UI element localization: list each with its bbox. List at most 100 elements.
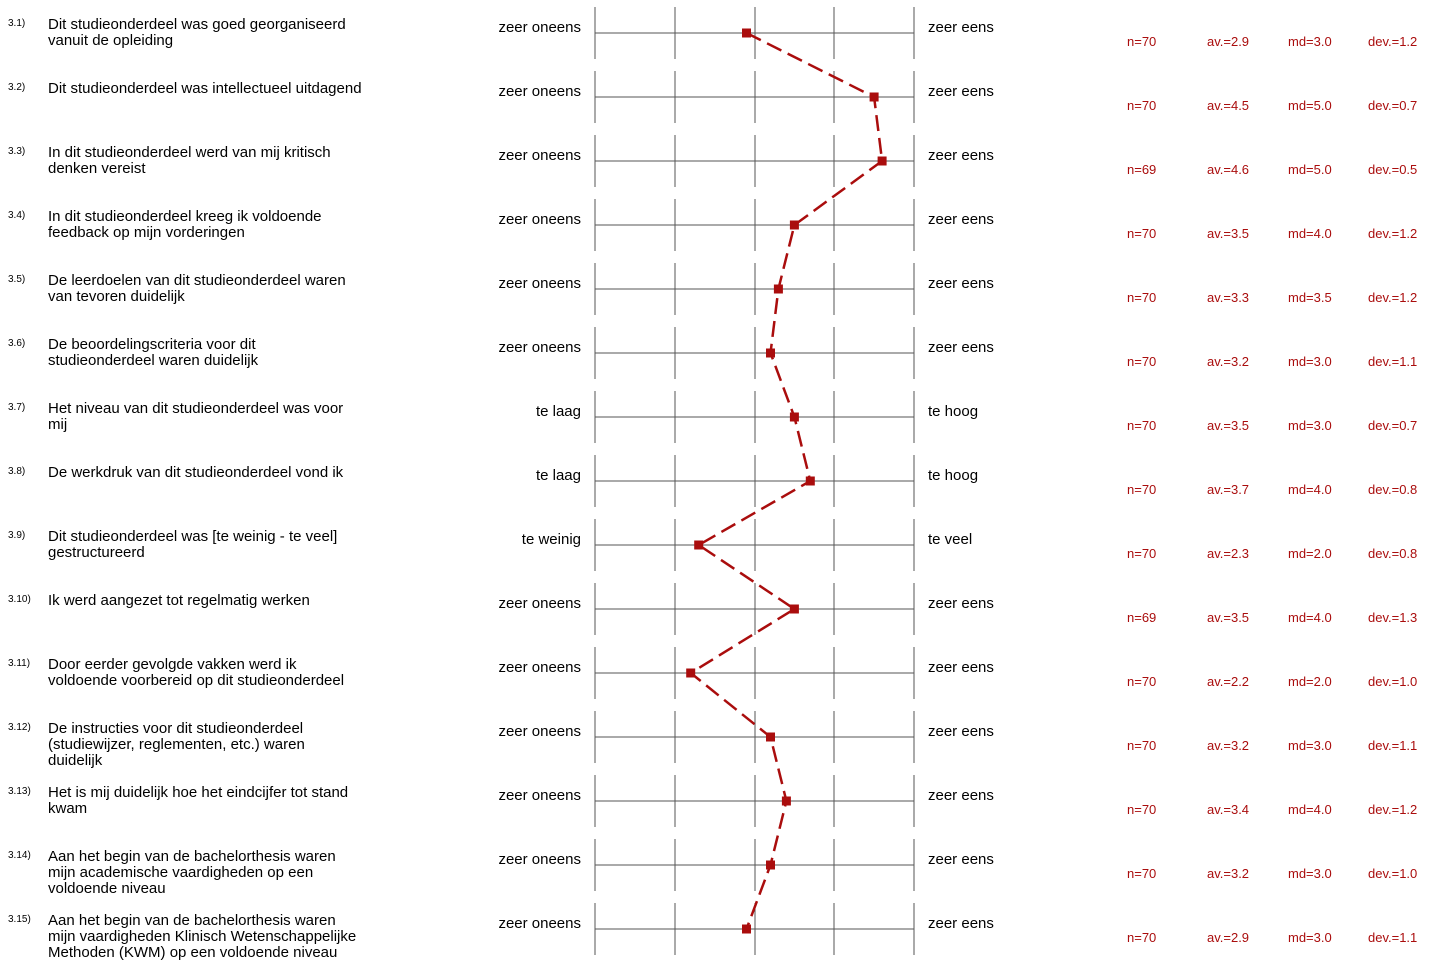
- question-text: De instructies voor dit studieonderdeel: [48, 720, 303, 737]
- left-pole-label: te weinig: [522, 531, 581, 548]
- question-text: studieonderdeel waren duidelijk: [48, 352, 259, 369]
- stat-median: md=3.5: [1288, 290, 1332, 305]
- question-text: Door eerder gevolgde vakken werd ik: [48, 656, 297, 673]
- right-pole-label: te hoog: [928, 467, 978, 484]
- data-point: [766, 348, 775, 358]
- question-text: Methoden (KWM) op een voldoende niveau: [48, 944, 337, 961]
- question-text: van tevoren duidelijk: [48, 288, 185, 305]
- right-pole-label: zeer eens: [928, 83, 994, 100]
- data-point: [789, 604, 799, 614]
- right-pole-label: te veel: [928, 531, 972, 548]
- data-point: [869, 92, 879, 102]
- stat-n: n=70: [1127, 34, 1156, 49]
- question-text: (studiewijzer, reglementen, etc.) waren: [48, 736, 305, 753]
- question-text: mij: [48, 416, 67, 433]
- stat-deviation: dev.=1.2: [1368, 226, 1417, 241]
- left-pole-label: zeer oneens: [498, 19, 581, 36]
- question-text: mijn academische vaardigheden op een: [48, 864, 313, 881]
- right-pole-label: zeer eens: [928, 851, 994, 868]
- item-number: 3.5): [8, 274, 25, 285]
- stat-average: av.=3.2: [1207, 354, 1249, 369]
- stat-n: n=70: [1127, 546, 1156, 561]
- question-text: denken vereist: [48, 160, 146, 177]
- stat-average: av.=3.4: [1207, 802, 1249, 817]
- data-point: [789, 220, 799, 230]
- right-pole-label: zeer eens: [928, 787, 994, 804]
- data-point: [789, 412, 799, 422]
- data-point: [766, 860, 775, 870]
- question-text: Aan het begin van de bachelorthesis ware…: [48, 912, 336, 929]
- question-text: kwam: [48, 800, 87, 817]
- question-text: feedback op mijn vorderingen: [48, 224, 245, 241]
- item-number: 3.1): [8, 18, 25, 29]
- stat-median: md=4.0: [1288, 482, 1332, 497]
- stat-median: md=5.0: [1288, 98, 1332, 113]
- stat-median: md=3.0: [1288, 738, 1332, 753]
- data-point: [781, 796, 791, 806]
- stat-median: md=3.0: [1288, 866, 1332, 881]
- data-point: [742, 28, 751, 38]
- question-text: Ik werd aangezet tot regelmatig werken: [48, 592, 310, 609]
- stat-average: av.=3.2: [1207, 866, 1249, 881]
- stat-deviation: dev.=1.1: [1368, 354, 1417, 369]
- stat-deviation: dev.=1.2: [1368, 802, 1417, 817]
- question-text: De leerdoelen van dit studieonderdeel wa…: [48, 272, 346, 289]
- stat-deviation: dev.=1.0: [1368, 866, 1417, 881]
- right-pole-label: zeer eens: [928, 915, 994, 932]
- question-text: voldoende niveau: [48, 880, 166, 897]
- stat-deviation: dev.=0.8: [1368, 546, 1417, 561]
- stat-median: md=2.0: [1288, 546, 1332, 561]
- right-pole-label: zeer eens: [928, 659, 994, 676]
- stat-deviation: dev.=1.2: [1368, 290, 1417, 305]
- stat-deviation: dev.=0.5: [1368, 162, 1417, 177]
- stat-average: av.=3.2: [1207, 738, 1249, 753]
- right-pole-label: zeer eens: [928, 147, 994, 164]
- data-point: [694, 540, 704, 550]
- item-number: 3.7): [8, 402, 25, 413]
- right-pole-label: zeer eens: [928, 723, 994, 740]
- stat-median: md=3.0: [1288, 34, 1332, 49]
- stat-average: av.=3.5: [1207, 418, 1249, 433]
- question-text: Dit studieonderdeel was intellectueel ui…: [48, 80, 362, 97]
- stat-average: av.=4.5: [1207, 98, 1249, 113]
- data-point: [766, 732, 775, 742]
- stat-n: n=70: [1127, 98, 1156, 113]
- stat-deviation: dev.=0.7: [1368, 418, 1417, 433]
- left-pole-label: zeer oneens: [498, 595, 581, 612]
- left-pole-label: zeer oneens: [498, 787, 581, 804]
- left-pole-label: zeer oneens: [498, 147, 581, 164]
- right-pole-label: zeer eens: [928, 275, 994, 292]
- stat-deviation: dev.=0.8: [1368, 482, 1417, 497]
- left-pole-label: zeer oneens: [498, 275, 581, 292]
- data-point: [773, 284, 783, 294]
- data-point: [805, 476, 815, 486]
- stat-average: av.=3.7: [1207, 482, 1249, 497]
- right-pole-label: zeer eens: [928, 211, 994, 228]
- item-number: 3.8): [8, 466, 25, 477]
- stat-n: n=70: [1127, 930, 1156, 945]
- left-pole-label: zeer oneens: [498, 851, 581, 868]
- stat-n: n=70: [1127, 482, 1156, 497]
- left-pole-label: zeer oneens: [498, 83, 581, 100]
- data-point: [877, 156, 887, 166]
- stat-n: n=70: [1127, 354, 1156, 369]
- stat-average: av.=2.3: [1207, 546, 1249, 561]
- stat-n: n=70: [1127, 418, 1156, 433]
- stat-average: av.=4.6: [1207, 162, 1249, 177]
- item-number: 3.9): [8, 530, 25, 541]
- stat-n: n=70: [1127, 226, 1156, 241]
- stat-n: n=70: [1127, 290, 1156, 305]
- item-number: 3.3): [8, 146, 25, 157]
- stat-median: md=5.0: [1288, 162, 1332, 177]
- question-text: gestructureerd: [48, 544, 145, 561]
- stat-deviation: dev.=1.2: [1368, 34, 1417, 49]
- stat-median: md=4.0: [1288, 802, 1332, 817]
- item-number: 3.4): [8, 210, 25, 221]
- right-pole-label: zeer eens: [928, 595, 994, 612]
- question-text: Aan het begin van de bachelorthesis ware…: [48, 848, 336, 865]
- question-text: Het is mij duidelijk hoe het eindcijfer …: [48, 784, 348, 801]
- stat-median: md=3.0: [1288, 930, 1332, 945]
- item-number: 3.13): [8, 786, 31, 797]
- item-number: 3.6): [8, 338, 25, 349]
- question-text: Het niveau van dit studieonderdeel was v…: [48, 400, 343, 417]
